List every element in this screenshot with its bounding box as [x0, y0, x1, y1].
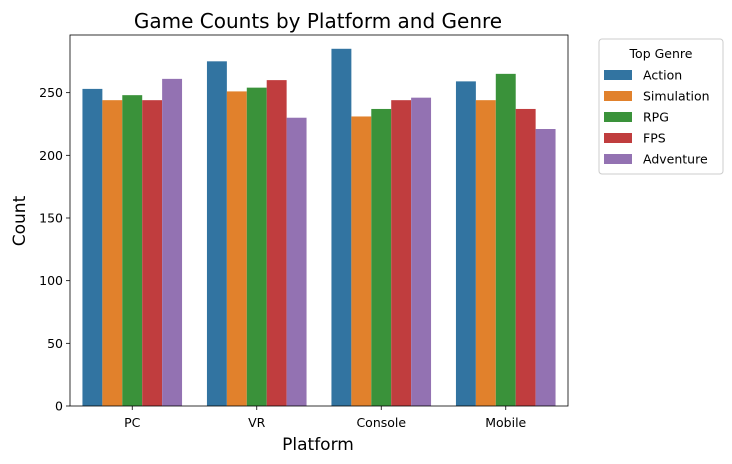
legend-swatch-adventure — [604, 154, 632, 164]
y-tick-label: 250 — [39, 85, 63, 100]
bar-rpg-console — [371, 108, 392, 406]
legend-label-fps: FPS — [643, 131, 666, 146]
bar-action-console — [331, 48, 352, 406]
x-tick-label: VR — [248, 415, 266, 430]
legend-label-action: Action — [643, 68, 682, 83]
legend-swatch-fps — [604, 133, 632, 143]
bar-simulation-mobile — [475, 100, 496, 407]
x-axis-label: Platform — [282, 435, 354, 455]
plot-frame — [69, 34, 569, 407]
y-axis: 0 50 100 150 200 250 — [39, 85, 70, 414]
y-tick-label: 200 — [39, 148, 63, 163]
bar-simulation-console — [351, 116, 372, 406]
bar-fps-mobile — [515, 108, 536, 406]
bar-simulation-vr — [226, 91, 247, 406]
legend-title: Top Genre — [629, 46, 693, 61]
legend-swatch-action — [604, 70, 632, 80]
bar-action-vr — [206, 61, 227, 406]
x-tick-label: Mobile — [485, 415, 526, 430]
legend-label-simulation: Simulation — [643, 89, 710, 104]
legend-swatch-rpg — [604, 112, 632, 122]
bar-adventure-vr — [286, 117, 307, 407]
legend-swatch-simulation — [604, 91, 632, 101]
legend-label-adventure: Adventure — [643, 152, 708, 167]
bar-action-mobile — [455, 81, 476, 406]
bar-rpg-pc — [122, 95, 143, 406]
legend-label-rpg: RPG — [643, 110, 669, 125]
bar-rpg-vr — [246, 87, 267, 406]
bar-simulation-pc — [102, 100, 123, 407]
bar-fps-vr — [266, 80, 287, 407]
legend-items: Action Simulation RPG FPS Adventure — [604, 68, 710, 167]
y-axis-label: Count — [10, 195, 30, 246]
y-tick-label: 150 — [39, 210, 63, 225]
y-tick-label: 100 — [39, 273, 63, 288]
bar-adventure-mobile — [535, 129, 556, 407]
bar-rpg-mobile — [495, 73, 516, 406]
bar-adventure-pc — [162, 78, 183, 407]
legend: Top Genre Action Simulation RPG FPS Adventur… — [598, 38, 724, 175]
chart-title: Game Counts by Platform and Genre — [134, 9, 502, 33]
bar-fps-console — [391, 100, 412, 407]
y-tick-label: 0 — [55, 399, 63, 414]
bars-group — [82, 48, 556, 407]
bar-fps-pc — [142, 100, 163, 407]
y-tick-label: 50 — [47, 336, 63, 351]
x-tick-label: Console — [356, 415, 406, 430]
x-axis: PC VR Console Mobile — [124, 406, 527, 430]
bar-action-pc — [82, 88, 103, 407]
bar-adventure-console — [411, 97, 432, 407]
x-tick-label: PC — [124, 415, 141, 430]
